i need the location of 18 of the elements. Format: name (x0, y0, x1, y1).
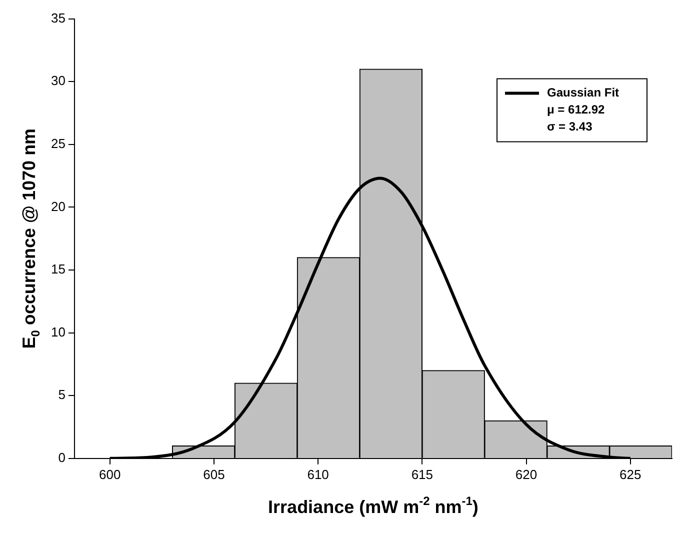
annotation: σ = 3.43 (547, 120, 593, 134)
y-tick-label: 20 (50, 198, 66, 214)
x-tick-label: 620 (515, 466, 538, 482)
x-tick-label: 600 (99, 466, 121, 482)
y-tick-label: 15 (50, 262, 66, 277)
y-tick-label: 25 (50, 136, 66, 151)
legend-label: Gaussian Fit (547, 86, 620, 100)
y-axis-title: E0 occurrence @ 1070 nm (18, 128, 43, 349)
x-tick-label: 615 (411, 466, 434, 482)
y-tick-label: 10 (50, 324, 66, 340)
y-tick-label: 0 (58, 450, 66, 465)
x-tick-label: 605 (203, 466, 225, 482)
y-tick-label: 35 (50, 10, 66, 26)
x-tick-label: 625 (620, 466, 642, 482)
y-tick-label: 5 (58, 387, 66, 402)
y-tick-label: 30 (50, 73, 66, 88)
annotation: μ = 612.92 (547, 102, 606, 117)
x-tick-label: 610 (307, 466, 329, 482)
